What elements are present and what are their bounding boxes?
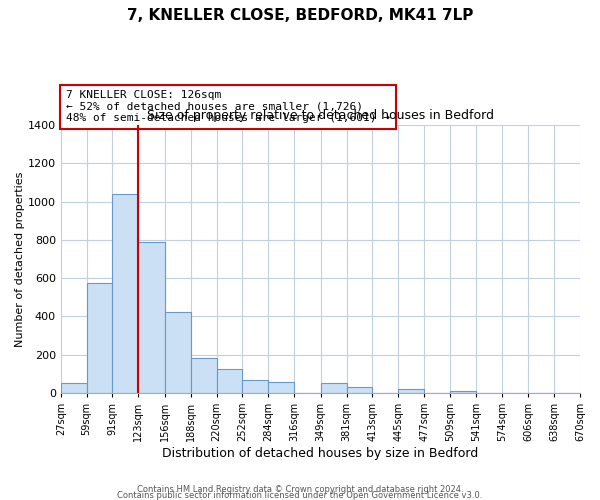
- Bar: [450, 391, 476, 393]
- Bar: [242, 380, 268, 393]
- Bar: [138, 242, 165, 393]
- Text: Contains HM Land Registry data © Crown copyright and database right 2024.: Contains HM Land Registry data © Crown c…: [137, 484, 463, 494]
- Bar: [268, 382, 294, 393]
- Bar: [398, 389, 424, 393]
- Bar: [165, 312, 191, 393]
- Bar: [217, 369, 242, 393]
- Bar: [321, 384, 347, 393]
- Bar: [61, 384, 86, 393]
- Text: 7, KNELLER CLOSE, BEDFORD, MK41 7LP: 7, KNELLER CLOSE, BEDFORD, MK41 7LP: [127, 8, 473, 22]
- Bar: [347, 387, 373, 393]
- Bar: [86, 283, 112, 393]
- Bar: [112, 194, 138, 393]
- Title: Size of property relative to detached houses in Bedford: Size of property relative to detached ho…: [147, 110, 494, 122]
- Text: 7 KNELLER CLOSE: 126sqm
← 52% of detached houses are smaller (1,726)
48% of semi: 7 KNELLER CLOSE: 126sqm ← 52% of detache…: [66, 90, 390, 124]
- Bar: [191, 358, 217, 393]
- Text: Contains public sector information licensed under the Open Government Licence v3: Contains public sector information licen…: [118, 490, 482, 500]
- X-axis label: Distribution of detached houses by size in Bedford: Distribution of detached houses by size …: [162, 447, 479, 460]
- Y-axis label: Number of detached properties: Number of detached properties: [15, 172, 25, 346]
